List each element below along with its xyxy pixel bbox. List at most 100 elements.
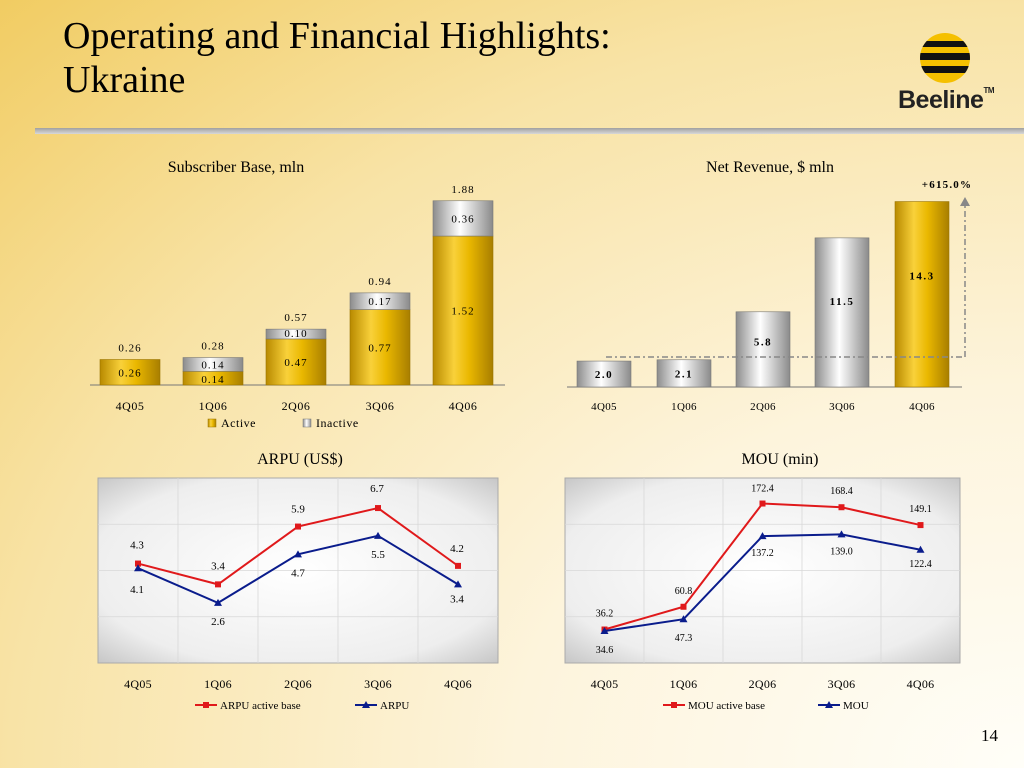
subscriber-category-label: 1Q06: [199, 399, 228, 413]
revenue-value-label: 14.3: [909, 271, 934, 283]
legend-inactive-swatch: [302, 418, 312, 428]
logo-wordmark: BeelineTM: [898, 86, 994, 114]
mou-legend-base-label: MOU: [843, 700, 869, 712]
mou-base-marker: [837, 530, 846, 538]
mou-data-label: 168.4: [830, 486, 853, 497]
revenue-bar: [735, 311, 791, 388]
subscriber-active-label: 0.47: [284, 357, 307, 369]
mou-data-label: 137.2: [751, 548, 774, 559]
subscriber-inactive-label: 0.36: [451, 213, 474, 225]
arpu-data-label: 3.4: [450, 593, 464, 605]
mou-data-label: 139.0: [830, 546, 853, 557]
legend-active-swatch: [207, 418, 217, 428]
revenue-category-label: 1Q06: [671, 401, 697, 413]
mou-legend-base-marker: [825, 701, 833, 708]
mou-legend-active-label: MOU active base: [688, 700, 765, 712]
subscriber-chart-title: Subscriber Base, mln: [167, 159, 305, 176]
subscriber-inactive-bar: [432, 200, 494, 237]
revenue-category-label: 3Q06: [829, 401, 855, 413]
subscriber-total-label: 1.88: [451, 184, 474, 196]
arpu-active-marker: [135, 560, 141, 567]
subscriber-total-label: 0.57: [284, 312, 307, 324]
header-divider: [35, 128, 1024, 134]
mou-category-label: 2Q06: [749, 677, 777, 691]
arpu-chart-title: ARPU (US$): [257, 451, 343, 468]
legend-active-label: Active: [221, 416, 256, 430]
mou-data-label: 36.2: [596, 609, 614, 620]
arpu-data-label: 4.1: [130, 584, 144, 596]
subscriber-inactive-bar: [182, 357, 244, 372]
revenue-category-label: 4Q05: [591, 401, 617, 413]
revenue-category-label: 4Q06: [909, 401, 935, 413]
arpu-category-label: 2Q06: [284, 677, 312, 691]
revenue-bar: [656, 359, 712, 388]
subscriber-active-bar: [349, 309, 411, 386]
growth-arrow-icon: [960, 197, 970, 206]
arpu-legend-base-label: ARPU: [380, 700, 409, 712]
mou-category-label: 1Q06: [670, 677, 698, 691]
arpu-data-label: 5.5: [371, 549, 385, 561]
revenue-bar: [894, 201, 950, 388]
title-line-2: Ukraine: [63, 59, 186, 101]
subscriber-inactive-bar: [265, 328, 327, 340]
arpu-data-label: 6.7: [370, 483, 384, 495]
arpu-active-marker: [295, 523, 301, 530]
arpu-data-label: 3.4: [211, 560, 225, 572]
beeline-logo: BeelineTM: [898, 30, 1008, 115]
mou-data-label: 47.3: [675, 633, 693, 644]
mou-base-marker: [600, 626, 609, 634]
mou-data-label: 60.8: [675, 586, 693, 597]
mou-active-marker: [838, 504, 845, 511]
mou-data-label: 149.1: [909, 504, 932, 515]
revenue-value-label: 2.1: [675, 368, 693, 380]
mou-category-label: 3Q06: [828, 677, 856, 691]
arpu-active-marker: [215, 581, 221, 588]
subscriber-inactive-label: 0.14: [201, 359, 224, 371]
subscriber-total-label: 0.26: [118, 343, 141, 355]
subscriber-active-bar: [432, 235, 494, 386]
arpu-base-marker: [454, 580, 462, 588]
mou-base-marker: [916, 545, 925, 553]
arpu-category-label: 3Q06: [364, 677, 392, 691]
arpu-base-marker: [374, 531, 382, 539]
subscriber-inactive-label: 0.17: [368, 296, 391, 308]
mou-category-label: 4Q05: [591, 677, 619, 691]
mou-active-marker: [759, 500, 766, 507]
revenue-value-label: 2.0: [595, 369, 613, 381]
subscriber-active-bar: [265, 338, 327, 386]
mou-base-marker: [758, 532, 767, 540]
arpu-data-label: 4.2: [450, 543, 464, 555]
subscriber-active-label: 0.14: [201, 374, 224, 386]
arpu-base-marker: [134, 564, 142, 572]
subscriber-active-label: 1.52: [451, 306, 474, 318]
revenue-chart-title: Net Revenue, $ mln: [706, 159, 834, 176]
page-number: 14: [981, 726, 998, 745]
arpu-active-marker: [455, 562, 461, 569]
subscriber-category-label: 4Q06: [449, 399, 478, 413]
beeline-logo-icon: [920, 33, 970, 83]
revenue-bar: [814, 237, 870, 388]
mou-legend-active-marker: [671, 702, 677, 708]
arpu-active-marker: [375, 505, 381, 512]
mou-base-marker: [679, 615, 688, 623]
arpu-legend-active-marker: [203, 702, 209, 708]
subscriber-active-bar: [99, 359, 161, 386]
arpu-data-label: 5.9: [291, 504, 305, 516]
subscriber-inactive-label: 0.10: [284, 328, 307, 340]
revenue-growth-annotation: +615.0%: [922, 179, 972, 191]
mou-active-marker: [680, 603, 687, 610]
page-title: Operating and Financial Highlights: Ukra…: [63, 14, 611, 102]
arpu-data-label: 4.3: [130, 540, 144, 552]
arpu-category-label: 1Q06: [204, 677, 232, 691]
subscriber-total-label: 0.94: [368, 276, 391, 288]
mou-active-marker: [917, 522, 924, 529]
arpu-category-label: 4Q06: [444, 677, 472, 691]
arpu-category-label: 4Q05: [124, 677, 152, 691]
legend-inactive-label: Inactive: [316, 416, 359, 430]
arpu-data-label: 2.6: [211, 616, 225, 628]
subscriber-total-label: 0.28: [201, 341, 224, 353]
subscriber-category-label: 4Q05: [116, 399, 145, 413]
mou-chart-title: MOU (min): [741, 451, 819, 468]
subscriber-category-label: 3Q06: [366, 399, 395, 413]
